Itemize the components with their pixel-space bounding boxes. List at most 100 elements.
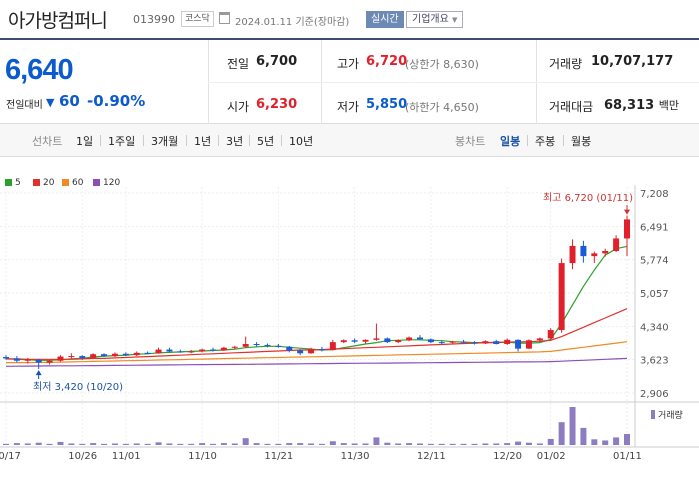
lower-limit: (하한가 4,650) <box>405 101 479 114</box>
volume-legend: 거래량 <box>651 408 683 421</box>
max-arrow-head <box>624 209 630 215</box>
candle-body <box>24 359 31 361</box>
period-10y[interactable]: 10년 <box>289 135 314 148</box>
candle-body <box>351 340 358 342</box>
candle-body <box>613 238 620 252</box>
volume-bar <box>308 443 315 445</box>
candle-body <box>547 330 554 339</box>
candle-body <box>406 337 413 341</box>
divider <box>143 135 144 146</box>
volume-bar <box>264 443 271 445</box>
x-tick-label: 01/11 <box>613 451 642 462</box>
period-1y[interactable]: 1년 <box>194 135 212 148</box>
low-label: 저가 <box>337 100 360 114</box>
volume-bar <box>231 443 238 445</box>
period-5y[interactable]: 5년 <box>257 135 275 148</box>
line-chart-tab[interactable]: 선차트 <box>32 135 63 148</box>
candle-body <box>122 353 129 356</box>
candle-body <box>286 346 293 351</box>
candle-body <box>231 346 238 348</box>
candle-body <box>591 253 598 257</box>
candle-body <box>242 343 249 347</box>
candle-body <box>253 343 260 345</box>
ma5-line <box>5 245 628 361</box>
compare-label: 전일대비 <box>6 100 43 111</box>
volume-bar <box>188 443 195 445</box>
candle-body <box>525 340 532 349</box>
volume-bar <box>427 443 434 445</box>
volume-bar <box>591 439 598 445</box>
candlestick-chart[interactable]: 7,208 6,491 5,774 5,057 4,340 3,623 2,906 최고 6… <box>0 185 699 451</box>
volume-bar <box>242 438 249 445</box>
upper-limit: (상한가 8,630) <box>405 58 479 71</box>
period-3y[interactable]: 3년 <box>226 135 244 148</box>
volume-bar <box>569 407 576 445</box>
volume-bar <box>362 443 369 445</box>
high-value: 6,720 <box>366 54 408 69</box>
chevron-down-icon: ▼ <box>452 16 458 24</box>
candle-body <box>199 349 206 352</box>
period-1w[interactable]: 1주일 <box>108 135 136 148</box>
volume-bar <box>35 442 42 445</box>
volume-swatch <box>651 410 655 419</box>
volume-bar <box>515 441 522 445</box>
volume-bar <box>3 443 9 445</box>
candle-body <box>3 357 9 359</box>
volume-bar <box>340 443 347 445</box>
candle-body <box>460 341 467 343</box>
candle-chart-tab[interactable]: 봉차트 <box>455 135 486 148</box>
y-tick-label: 3,623 <box>640 356 669 367</box>
candle-body <box>35 359 42 363</box>
candle-body <box>101 354 108 357</box>
ma20-line <box>6 308 628 360</box>
candle-body <box>493 341 500 344</box>
divider <box>208 82 699 83</box>
price-change: 60 <box>59 92 80 110</box>
candle-body <box>482 341 489 344</box>
y-tick-label: 5,774 <box>640 256 669 267</box>
x-tick-label: 11/21 <box>264 451 294 462</box>
divider <box>186 135 187 146</box>
ma60-line <box>6 341 628 364</box>
amount-value: 68,313 백만 <box>604 98 679 113</box>
realtime-button[interactable]: 실시간 <box>366 11 404 28</box>
period-monthly[interactable]: 월봉 <box>571 135 592 148</box>
volume-bar <box>253 443 260 445</box>
volume-bar <box>199 443 206 445</box>
min-annotation: 최저 3,420 (10/20) <box>33 381 123 393</box>
volume-bar <box>536 443 543 445</box>
volume-bar <box>329 441 336 445</box>
candle-body <box>624 219 630 239</box>
divider <box>100 135 101 146</box>
candle-body <box>13 358 20 361</box>
y-tick-label: 6,491 <box>640 222 669 233</box>
divider <box>249 135 250 146</box>
prev-close-label: 전일 <box>227 57 250 71</box>
volume-bar <box>297 443 304 445</box>
candle-body <box>46 360 53 363</box>
period-weekly[interactable]: 주봉 <box>535 135 556 148</box>
volume-bar <box>395 443 402 445</box>
legend-ma120: 120 <box>93 178 120 188</box>
volume-bar <box>449 443 456 445</box>
divider <box>281 135 282 146</box>
y-tick-label: 7,208 <box>640 189 669 200</box>
candle-body <box>558 263 565 331</box>
period-1d[interactable]: 1일 <box>76 135 94 148</box>
volume-label: 거래량 <box>549 57 583 71</box>
y-tick-label: 2,906 <box>640 389 669 400</box>
company-info-dropdown[interactable]: 기업개요 ▼ <box>406 11 464 28</box>
period-daily[interactable]: 일봉 <box>500 135 521 148</box>
quote-date: 2024.01.11 기준(장마감) <box>235 17 350 28</box>
candle-body <box>449 341 456 343</box>
volume-bar <box>133 443 140 445</box>
company-name[interactable]: 아가방컴퍼니 <box>8 10 108 32</box>
x-tick-label: 11/01 <box>111 451 141 462</box>
stock-header: 아가방컴퍼니 013990 코스닥 2024.01.11 기준(장마감) 실시간… <box>0 0 699 38</box>
period-3m[interactable]: 3개월 <box>151 135 179 148</box>
volume-bar <box>13 443 20 445</box>
volume-bar <box>624 433 630 445</box>
volume-bar <box>602 440 609 445</box>
volume-bar <box>210 443 216 445</box>
open-label: 시가 <box>227 100 250 114</box>
